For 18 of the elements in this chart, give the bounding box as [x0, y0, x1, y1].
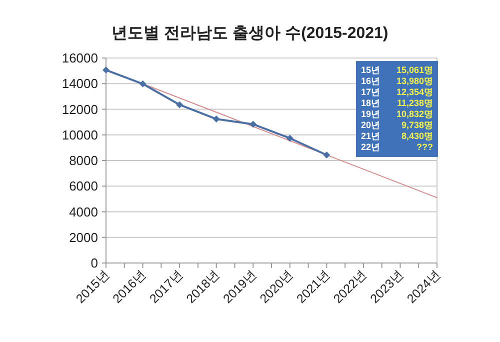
- point: [102, 66, 110, 74]
- point: [286, 134, 294, 142]
- chart-title: 년도별 전라남도 출생아 수(2015-2021): [112, 25, 388, 42]
- y-tick-label: 0: [90, 256, 98, 270]
- y-tick-label: 12000: [62, 102, 98, 117]
- point: [139, 80, 146, 88]
- y-tick-label: 8000: [69, 153, 98, 168]
- y-tick-label: 10000: [62, 127, 98, 142]
- point: [176, 101, 184, 108]
- y-tick-label: 14000: [62, 76, 98, 92]
- y-tick-label: 2000: [69, 230, 98, 245]
- point: [323, 151, 330, 158]
- y-tick-label: 4000: [69, 204, 98, 220]
- point: [212, 116, 220, 123]
- note: 15년 15,061명 16년 13,980명 17년 12,354명 18년 11,238명 19년 10,832명 20년 9,738명 21년 8,430명 22년 ???: [356, 61, 438, 157]
- y-tick-label: 6000: [69, 178, 98, 194]
- y-tick-label: 16000: [62, 50, 98, 66]
- point: [250, 120, 257, 128]
